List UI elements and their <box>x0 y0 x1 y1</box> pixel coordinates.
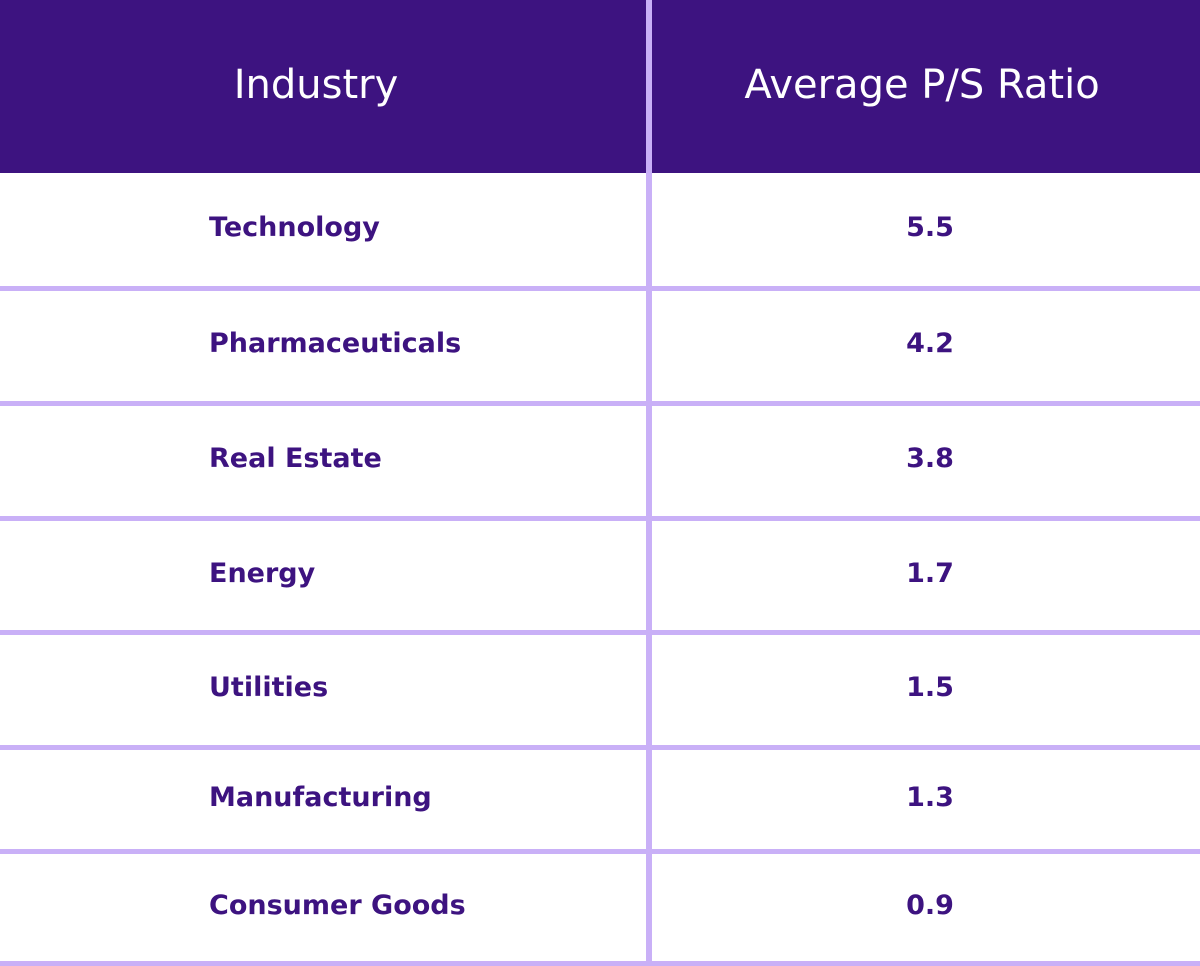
ps-ratio-cell: 4.2 <box>906 328 954 359</box>
industry-cell: Manufacturing <box>209 781 432 813</box>
table-row: Real Estate 3.8 <box>0 406 1200 516</box>
table-row: Utilities 1.5 <box>0 635 1200 745</box>
row-divider <box>0 849 1200 854</box>
industry-cell: Energy <box>209 557 316 589</box>
ps-ratio-cell: 3.8 <box>906 443 954 474</box>
table-header: Industry Average P/S Ratio <box>0 0 1200 173</box>
table-row: Energy 1.7 <box>0 521 1200 630</box>
ps-ratio-cell: 0.9 <box>906 889 954 921</box>
industry-cell: Real Estate <box>209 443 382 474</box>
row-divider <box>0 745 1200 750</box>
column-header-ps-ratio: Average P/S Ratio <box>744 62 1100 108</box>
row-divider <box>0 630 1200 635</box>
industry-cell: Utilities <box>209 672 329 703</box>
ps-ratio-cell: 1.3 <box>906 781 954 813</box>
table-row: Consumer Goods 0.9 <box>0 854 1200 961</box>
column-header-industry: Industry <box>233 62 399 108</box>
table-row: Pharmaceuticals 4.2 <box>0 291 1200 401</box>
column-divider <box>646 0 652 966</box>
table-row: Technology 5.5 <box>0 173 1200 286</box>
ps-ratio-cell: 1.5 <box>906 672 954 703</box>
row-divider <box>0 516 1200 521</box>
row-divider <box>0 286 1200 291</box>
table-row: Manufacturing 1.3 <box>0 750 1200 849</box>
row-divider <box>0 401 1200 406</box>
ps-ratio-cell: 5.5 <box>906 211 954 243</box>
row-divider <box>0 961 1200 966</box>
ps-ratio-cell: 1.7 <box>906 557 954 589</box>
industry-cell: Consumer Goods <box>209 889 466 921</box>
industry-cell: Pharmaceuticals <box>209 328 462 359</box>
industry-cell: Technology <box>209 211 380 243</box>
